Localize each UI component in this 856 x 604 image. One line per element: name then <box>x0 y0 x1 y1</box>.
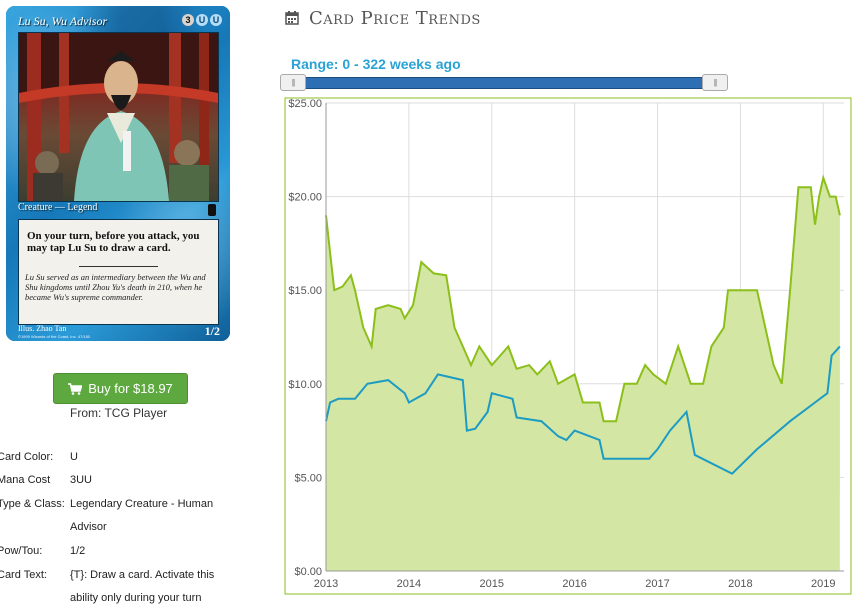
card-flavor-text: Lu Su served as an intermediary between … <box>25 272 206 302</box>
detail-label-card-text: Card Text: <box>0 569 47 581</box>
buy-button[interactable]: Buy for $18.97 <box>53 373 188 404</box>
chart-axes: $0.00 $5.00 $10.00 $15.00 $20.00 $25.00 2013 20… <box>288 98 844 590</box>
range-label: Range: 0 - 322 weeks ago <box>291 56 461 72</box>
detail-value-card-text: {T}: Draw a card. Activate this <box>70 569 215 581</box>
page-title: Card Price Trends <box>309 8 481 29</box>
card-power-toughness: 1/2 <box>204 324 220 338</box>
card-type-line: Creature — Legend <box>18 202 98 213</box>
series-line-blue <box>325 345 841 475</box>
detail-value-color: U <box>70 451 78 463</box>
blue-mana-icon: U <box>210 14 222 26</box>
x-tick-label: 2015 <box>480 578 504 590</box>
card-copyright: ©1999 Wizards of the Coast, Inc. 47/180 <box>18 334 91 339</box>
price-chart: $0.00 $5.00 $10.00 $15.00 $20.00 $25.00 2013 20… <box>284 97 852 595</box>
y-tick-label: $0.00 <box>294 566 322 578</box>
detail-label-type: Type & Class: <box>0 498 65 510</box>
card-text-box: On your turn, before you attack, you may… <box>18 219 219 325</box>
series-area-fill <box>326 177 840 571</box>
x-tick-label: 2017 <box>645 578 669 590</box>
range-slider-right-handle[interactable]: ||| <box>702 74 728 91</box>
y-tick-label: $25.00 <box>288 98 322 110</box>
range-slider-left-handle[interactable]: ||| <box>280 74 306 91</box>
calendar-icon <box>285 11 299 25</box>
set-symbol-icon <box>208 204 216 216</box>
x-tick-label: 2018 <box>728 578 752 590</box>
buy-source: From: TCG Player <box>70 406 168 420</box>
x-tick-label: 2016 <box>562 578 586 590</box>
detail-label-color: Card Color: <box>0 451 54 463</box>
card-text-divider <box>79 266 158 267</box>
detail-value-type-cont: Advisor <box>70 521 107 533</box>
detail-value-card-text-cont: ability only during your turn <box>70 592 202 604</box>
card-mana-cost: 3 U U <box>182 14 222 26</box>
series-line-green <box>325 174 841 423</box>
y-tick-label: $15.00 <box>288 285 322 297</box>
card-image: Lu Su, Wu Advisor 3 U U Creature — Legen… <box>6 6 230 341</box>
card-rules-text: On your turn, before you attack, you may… <box>27 230 200 254</box>
card-artwork <box>18 32 219 202</box>
card-name: Lu Su, Wu Advisor <box>18 14 108 28</box>
y-tick-label: $10.00 <box>288 379 322 391</box>
card-illustrator: Illus. Zhao Tan <box>18 324 67 333</box>
chart-series <box>325 174 841 571</box>
x-tick-label: 2014 <box>397 578 421 590</box>
detail-label-mana-cost: Mana Cost <box>0 474 51 486</box>
y-tick-label: $20.00 <box>288 192 322 204</box>
buy-button-label: Buy for $18.97 <box>88 381 173 396</box>
x-tick-label: 2013 <box>314 578 338 590</box>
shopping-cart-icon <box>68 382 83 395</box>
blue-mana-icon: U <box>196 14 208 26</box>
x-tick-label: 2019 <box>811 578 835 590</box>
detail-value-mana-cost: 3UU <box>70 474 93 486</box>
detail-value-type: Legendary Creature - Human <box>70 498 214 510</box>
detail-label-pow-tou: Pow/Tou: <box>0 545 43 557</box>
detail-value-pow-tou: 1/2 <box>70 545 86 557</box>
generic-mana-icon: 3 <box>182 14 194 26</box>
y-tick-label: $5.00 <box>294 472 322 484</box>
range-slider-track[interactable] <box>280 77 728 89</box>
